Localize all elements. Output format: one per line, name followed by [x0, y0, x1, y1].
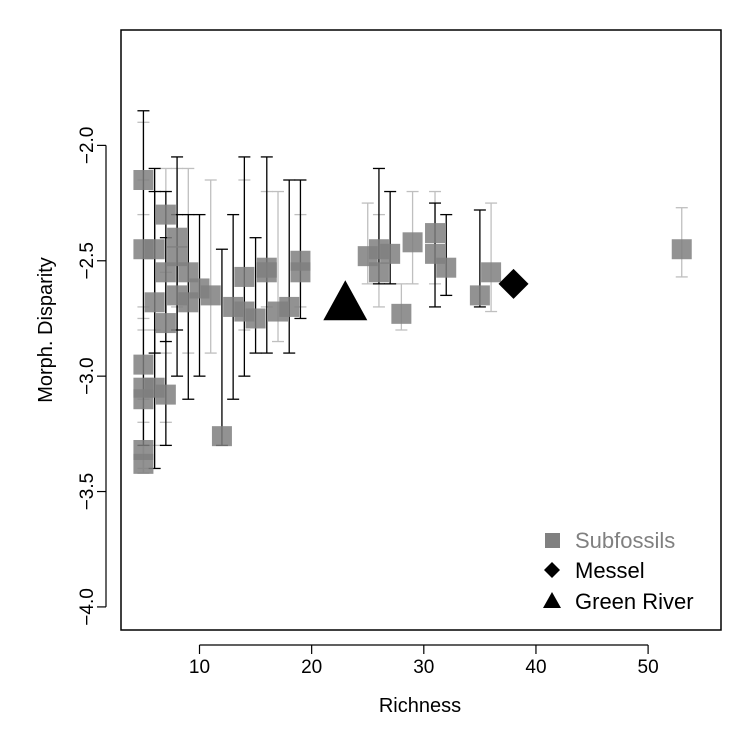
subfossil-point — [279, 296, 300, 317]
data-markers — [133, 170, 692, 474]
subfossil-point — [425, 223, 446, 244]
legend-green-river-label: Green River — [575, 589, 694, 614]
axes: 10 20 30 40 50 −4.0 −3.5 −3.0 −2.5 −2.0 — [77, 127, 659, 678]
subfossil-point — [402, 232, 423, 253]
x-axis-label: Richness — [379, 695, 461, 717]
subfossil-point — [234, 266, 255, 287]
subfossil-point — [436, 257, 457, 278]
green-river-point — [323, 280, 368, 321]
x-tick-label: 30 — [413, 657, 434, 678]
legend: Subfossils Messel Green River — [543, 528, 694, 614]
subfossil-point — [211, 426, 232, 447]
subfossil-point — [155, 262, 176, 283]
subfossil-point — [380, 243, 401, 264]
legend-green-river-triangle-icon — [543, 592, 561, 608]
subfossil-point — [133, 354, 154, 375]
y-tick-label: −4.0 — [77, 588, 98, 626]
legend-messel-diamond-icon — [544, 562, 560, 578]
subfossil-point — [481, 262, 502, 283]
y-tick-label: −2.0 — [77, 127, 98, 165]
x-tick-label: 10 — [189, 657, 210, 678]
subfossil-point — [167, 227, 188, 248]
subfossil-point — [368, 262, 389, 283]
subfossil-point — [133, 453, 154, 474]
subfossil-point — [155, 313, 176, 334]
x-tick-label: 20 — [301, 657, 322, 678]
subfossil-point — [245, 308, 266, 329]
legend-messel-label: Messel — [575, 558, 645, 583]
subfossil-point — [391, 303, 412, 324]
subfossil-point — [167, 246, 188, 267]
legend-subfossils-label: Subfossils — [575, 528, 675, 553]
subfossil-point — [144, 292, 165, 313]
subfossil-point — [178, 262, 199, 283]
plot-area-frame — [120, 29, 722, 631]
x-tick-label: 50 — [638, 657, 659, 678]
subfossil-point — [144, 239, 165, 260]
subfossil-point — [671, 239, 692, 260]
subfossil-point — [133, 170, 154, 190]
subfossil-point — [200, 285, 221, 306]
subfossil-point — [256, 262, 277, 283]
messel-point — [498, 268, 529, 299]
subfossil-point — [290, 250, 311, 271]
y-axis-label: Morph. Disparity — [35, 257, 57, 403]
y-tick-label: −3.5 — [77, 473, 98, 511]
y-tick-label: −3.0 — [77, 357, 98, 395]
subfossil-point — [155, 384, 176, 405]
x-tick-label: 40 — [525, 657, 546, 678]
subfossil-point — [155, 204, 176, 225]
y-tick-label: −2.5 — [77, 242, 98, 280]
subfossil-point — [469, 285, 490, 306]
legend-subfossils-square-icon — [545, 533, 560, 548]
